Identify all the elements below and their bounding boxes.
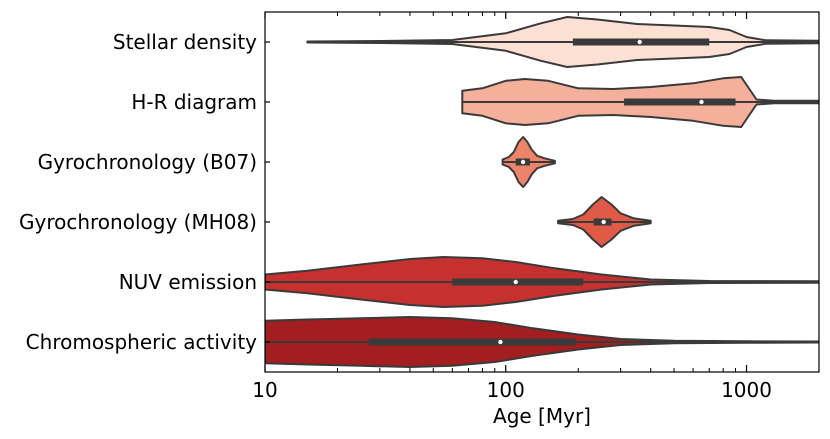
- category-label: H-R diagram: [131, 90, 257, 114]
- x-tick-label: 10: [252, 378, 277, 402]
- category-label: Gyrochronology (B07): [38, 150, 257, 174]
- y-axis: Stellar density H-R diagram Gyrochronology…: [19, 30, 270, 354]
- median-marker: [520, 159, 526, 165]
- median-marker: [498, 339, 503, 345]
- x-axis: 10 100 1000: [252, 12, 772, 402]
- category-label: Stellar density: [113, 30, 257, 54]
- median-marker: [637, 39, 642, 45]
- box-layer: [265, 38, 819, 346]
- plot-frame: [264, 11, 820, 373]
- x-tick-label: 100: [487, 378, 525, 402]
- median-marker: [513, 279, 518, 285]
- violin-layer: [265, 16, 819, 368]
- x-axis-title: Age [Myr]: [493, 404, 591, 428]
- median-marker: [601, 219, 606, 225]
- category-label: Gyrochronology (MH08): [19, 210, 257, 234]
- category-label: Chromospheric activity: [26, 330, 257, 354]
- x-tick-label: 1000: [721, 378, 772, 402]
- median-marker: [699, 99, 704, 105]
- category-label: NUV emission: [119, 270, 257, 294]
